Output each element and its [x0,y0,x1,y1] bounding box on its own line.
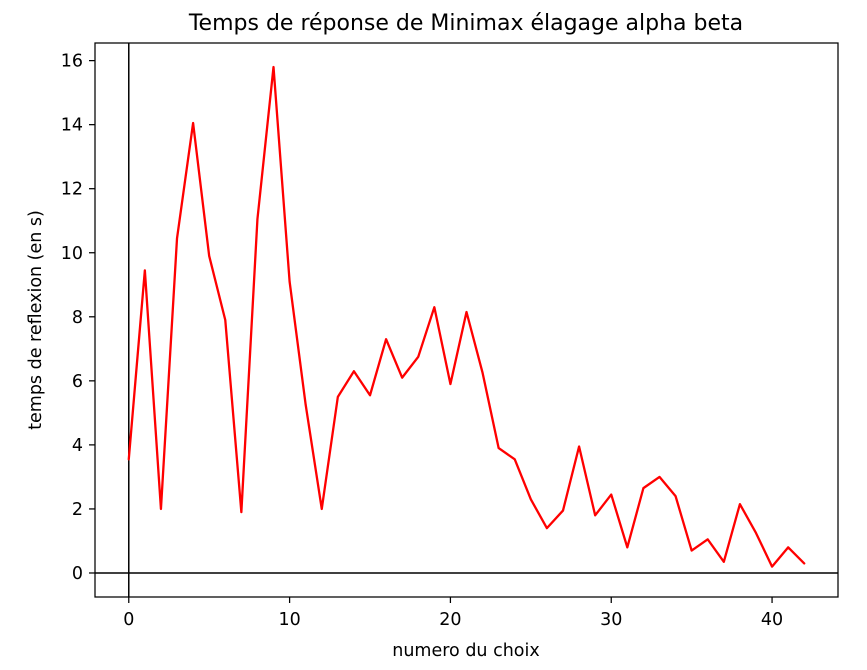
plot-frame [94,42,839,598]
y-tick-label: 2 [72,500,83,520]
chart-title: Temps de réponse de Minimax élagage alph… [188,11,743,36]
y-tick-label: 14 [61,116,83,136]
y-tick-label: 16 [61,52,83,72]
x-tick-label: 20 [439,610,461,630]
x-tick-label: 0 [123,610,134,630]
plot-area [95,43,838,597]
y-tick-label: 10 [61,244,83,264]
y-tick-label: 6 [72,372,83,392]
x-axis-label: numero du choix [392,641,539,661]
y-tick-label: 4 [72,436,83,456]
x-tick-label: 40 [761,610,783,630]
x-tick-label: 10 [278,610,300,630]
y-tick-label: 8 [72,308,83,328]
y-tick-label: 0 [72,564,83,584]
series-line-0 [127,65,806,568]
x-tick-label: 30 [600,610,622,630]
x-axis: 0 10 20 30 40 [123,597,783,630]
y-tick-label: 12 [61,180,83,200]
y-axis: 0 2 4 6 8 10 12 14 16 [61,52,95,584]
y-axis-label: temps de reflexion (en s) [26,210,46,430]
